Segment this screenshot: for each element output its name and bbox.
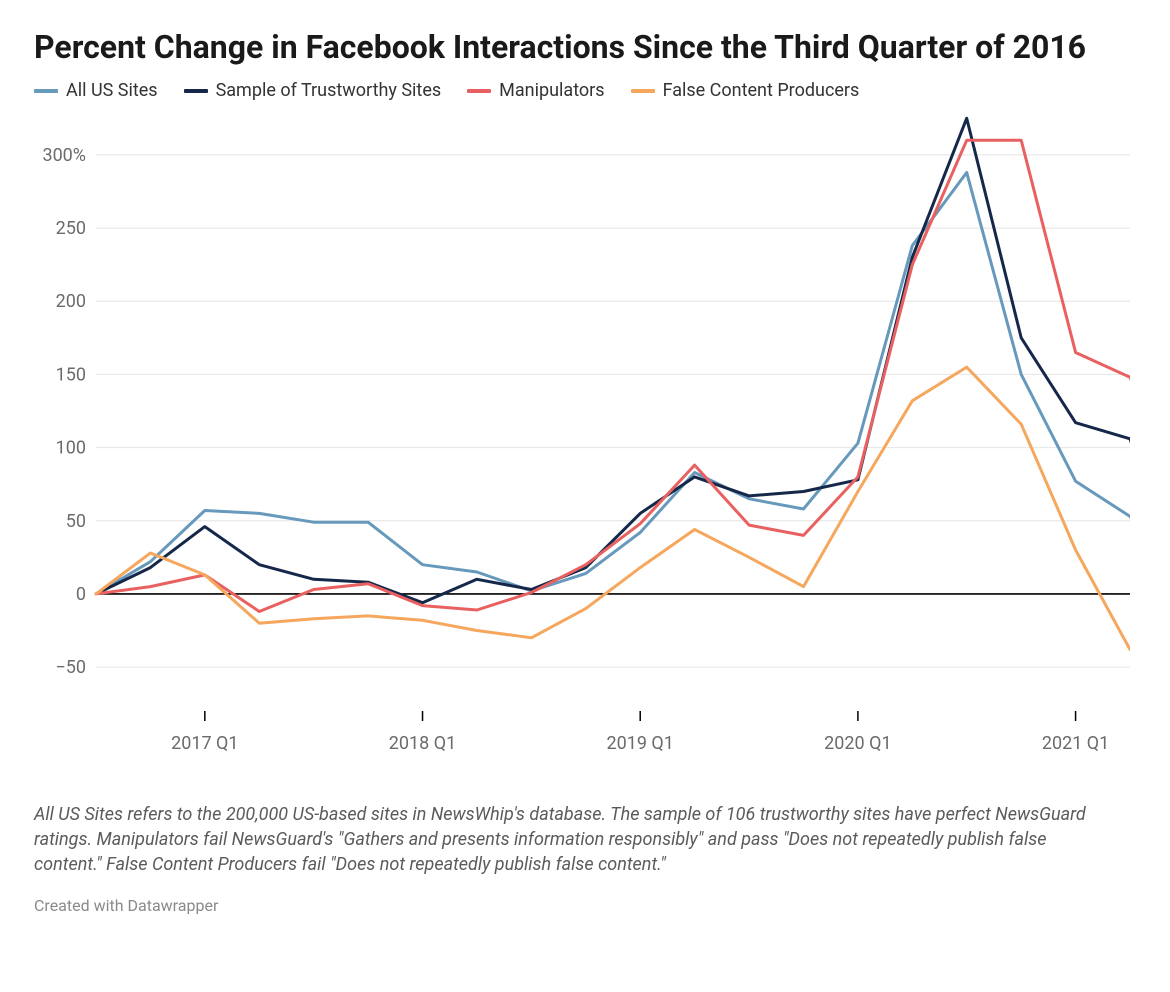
svg-text:2017 Q1: 2017 Q1 — [171, 733, 238, 754]
svg-text:2019 Q1: 2019 Q1 — [606, 733, 673, 754]
legend-label: False Content Producers — [663, 80, 860, 101]
chart-credit: Created with Datawrapper — [34, 896, 1136, 915]
legend-label: All US Sites — [66, 80, 158, 101]
legend-item: All US Sites — [34, 80, 158, 101]
legend-label: Sample of Trustworthy Sites — [216, 80, 442, 101]
svg-text:200: 200 — [56, 292, 86, 313]
svg-text:300%: 300% — [42, 145, 86, 166]
legend-item: Manipulators — [467, 80, 604, 101]
legend-item: Sample of Trustworthy Sites — [184, 80, 442, 101]
legend-item: False Content Producers — [631, 80, 860, 101]
svg-text:150: 150 — [56, 365, 86, 386]
chart-svg: −50 0 50 100 150 200 250 300% 2017 Q1 2018 Q1 2019… — [34, 111, 1130, 781]
legend-swatch — [34, 89, 58, 93]
svg-text:0: 0 — [76, 584, 86, 605]
svg-text:50: 50 — [66, 511, 86, 532]
chart-footnote: All US Sites refers to the 200,000 US-ba… — [34, 803, 1114, 877]
legend-swatch — [184, 89, 208, 93]
svg-text:2018 Q1: 2018 Q1 — [389, 733, 456, 754]
svg-text:100: 100 — [56, 438, 86, 459]
svg-text:−50: −50 — [55, 657, 86, 678]
svg-text:2020 Q1: 2020 Q1 — [824, 733, 891, 754]
legend-label: Manipulators — [499, 80, 604, 101]
legend: All US Sites Sample of Trustworthy Sites… — [34, 80, 1136, 101]
svg-text:250: 250 — [56, 218, 86, 239]
legend-swatch — [631, 89, 655, 93]
chart-container: Percent Change in Facebook Interactions … — [0, 0, 1170, 992]
svg-text:2021 Q1: 2021 Q1 — [1042, 733, 1109, 754]
chart-title: Percent Change in Facebook Interactions … — [34, 28, 1114, 66]
legend-swatch — [467, 89, 491, 93]
line-chart: −50 0 50 100 150 200 250 300% 2017 Q1 2018 Q1 2019… — [34, 111, 1130, 781]
